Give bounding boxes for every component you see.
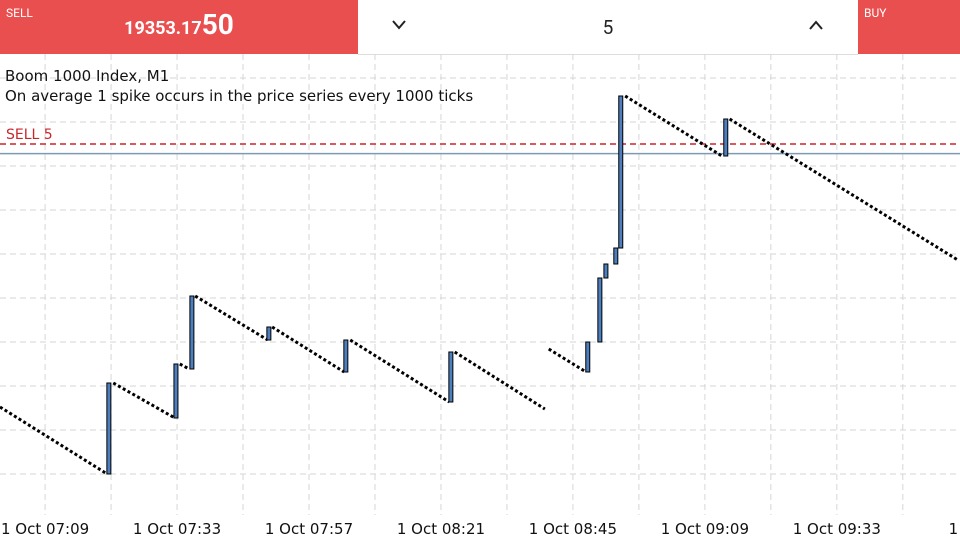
spike-candle	[189, 295, 195, 370]
drift-line	[349, 338, 451, 404]
spike-candle	[603, 263, 609, 279]
x-tick-label: 1 Oct 09:33	[793, 520, 881, 538]
drift-line	[728, 117, 959, 262]
drift-line	[624, 94, 723, 158]
spike-candle	[613, 247, 619, 265]
spike-candle	[618, 95, 624, 249]
chart: Boom 1000 Index, M1 On average 1 spike o…	[0, 54, 960, 538]
x-tick-label: 1 Oct 07:57	[265, 520, 353, 538]
price-pips: 50	[201, 8, 234, 41]
spike-candle	[723, 118, 729, 157]
buy-button[interactable]: BUY	[858, 0, 960, 54]
x-tick-label: 1 Oct 08:21	[397, 520, 485, 538]
chart-subtitle: On average 1 spike occurs in the price s…	[5, 87, 473, 105]
drift-line	[0, 405, 109, 476]
drift-line	[112, 381, 176, 420]
order-label: SELL 5	[6, 127, 53, 143]
spike-candle	[448, 351, 454, 403]
drift-line	[271, 325, 345, 374]
spike-candle	[343, 339, 349, 373]
increase-volume[interactable]	[809, 20, 823, 30]
drift-line	[453, 350, 546, 411]
spike-candle	[597, 277, 603, 343]
drift-line	[547, 347, 587, 374]
spike-candle	[266, 326, 272, 341]
x-tick-label: 1 Oct 07:09	[1, 520, 89, 538]
decrease-volume[interactable]	[392, 20, 406, 30]
x-tick-label: 1 Oct	[949, 520, 960, 538]
spike-candle	[173, 363, 179, 419]
x-tick-label: 1 Oct 09:09	[661, 520, 749, 538]
spike-candle	[585, 341, 591, 373]
price-main: 19353.17	[124, 18, 202, 39]
x-tick-label: 1 Oct 08:45	[529, 520, 617, 538]
sell-price: 19353.1750	[0, 8, 358, 41]
drift-line	[179, 362, 190, 371]
sell-label: SELL	[6, 6, 33, 20]
trade-bar: SELL 19353.1750 5 BUY	[0, 0, 960, 55]
drift-line	[194, 294, 269, 342]
sell-button[interactable]: SELL 19353.1750	[0, 0, 358, 54]
spike-candle	[106, 382, 112, 475]
buy-label: BUY	[864, 6, 887, 20]
volume-control: 5	[358, 0, 858, 55]
volume[interactable]: 5	[602, 16, 614, 39]
chart-title: Boom 1000 Index, M1	[5, 67, 169, 85]
x-tick-label: 1 Oct 07:33	[133, 520, 221, 538]
